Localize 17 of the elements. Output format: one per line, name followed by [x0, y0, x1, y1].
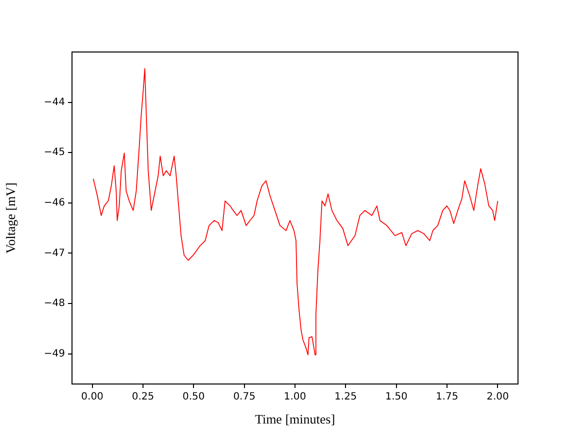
- y-tick-label: −45: [44, 147, 65, 158]
- x-tick-label: 0.50: [182, 392, 205, 403]
- x-tick-label: 0.00: [81, 392, 104, 403]
- x-tick-label: 2.00: [486, 392, 509, 403]
- x-tick-label: 0.25: [132, 392, 154, 403]
- x-tick-label: 0.75: [233, 392, 256, 403]
- x-tick-label: 1.25: [334, 392, 357, 403]
- x-tick-label: 1.00: [284, 392, 306, 403]
- y-tick-label: −44: [44, 96, 65, 108]
- y-tick-label: −46: [44, 198, 65, 209]
- y-axis-title: Voltage [mV]: [3, 182, 18, 254]
- y-tick-label: −47: [44, 248, 65, 259]
- x-tick-label: 1.50: [385, 392, 408, 403]
- y-tick-label: −48: [44, 298, 65, 310]
- x-tick-label: 1.75: [436, 392, 458, 403]
- y-tick-label: −49: [44, 348, 65, 360]
- x-axis-title: Time [minutes]: [254, 412, 336, 427]
